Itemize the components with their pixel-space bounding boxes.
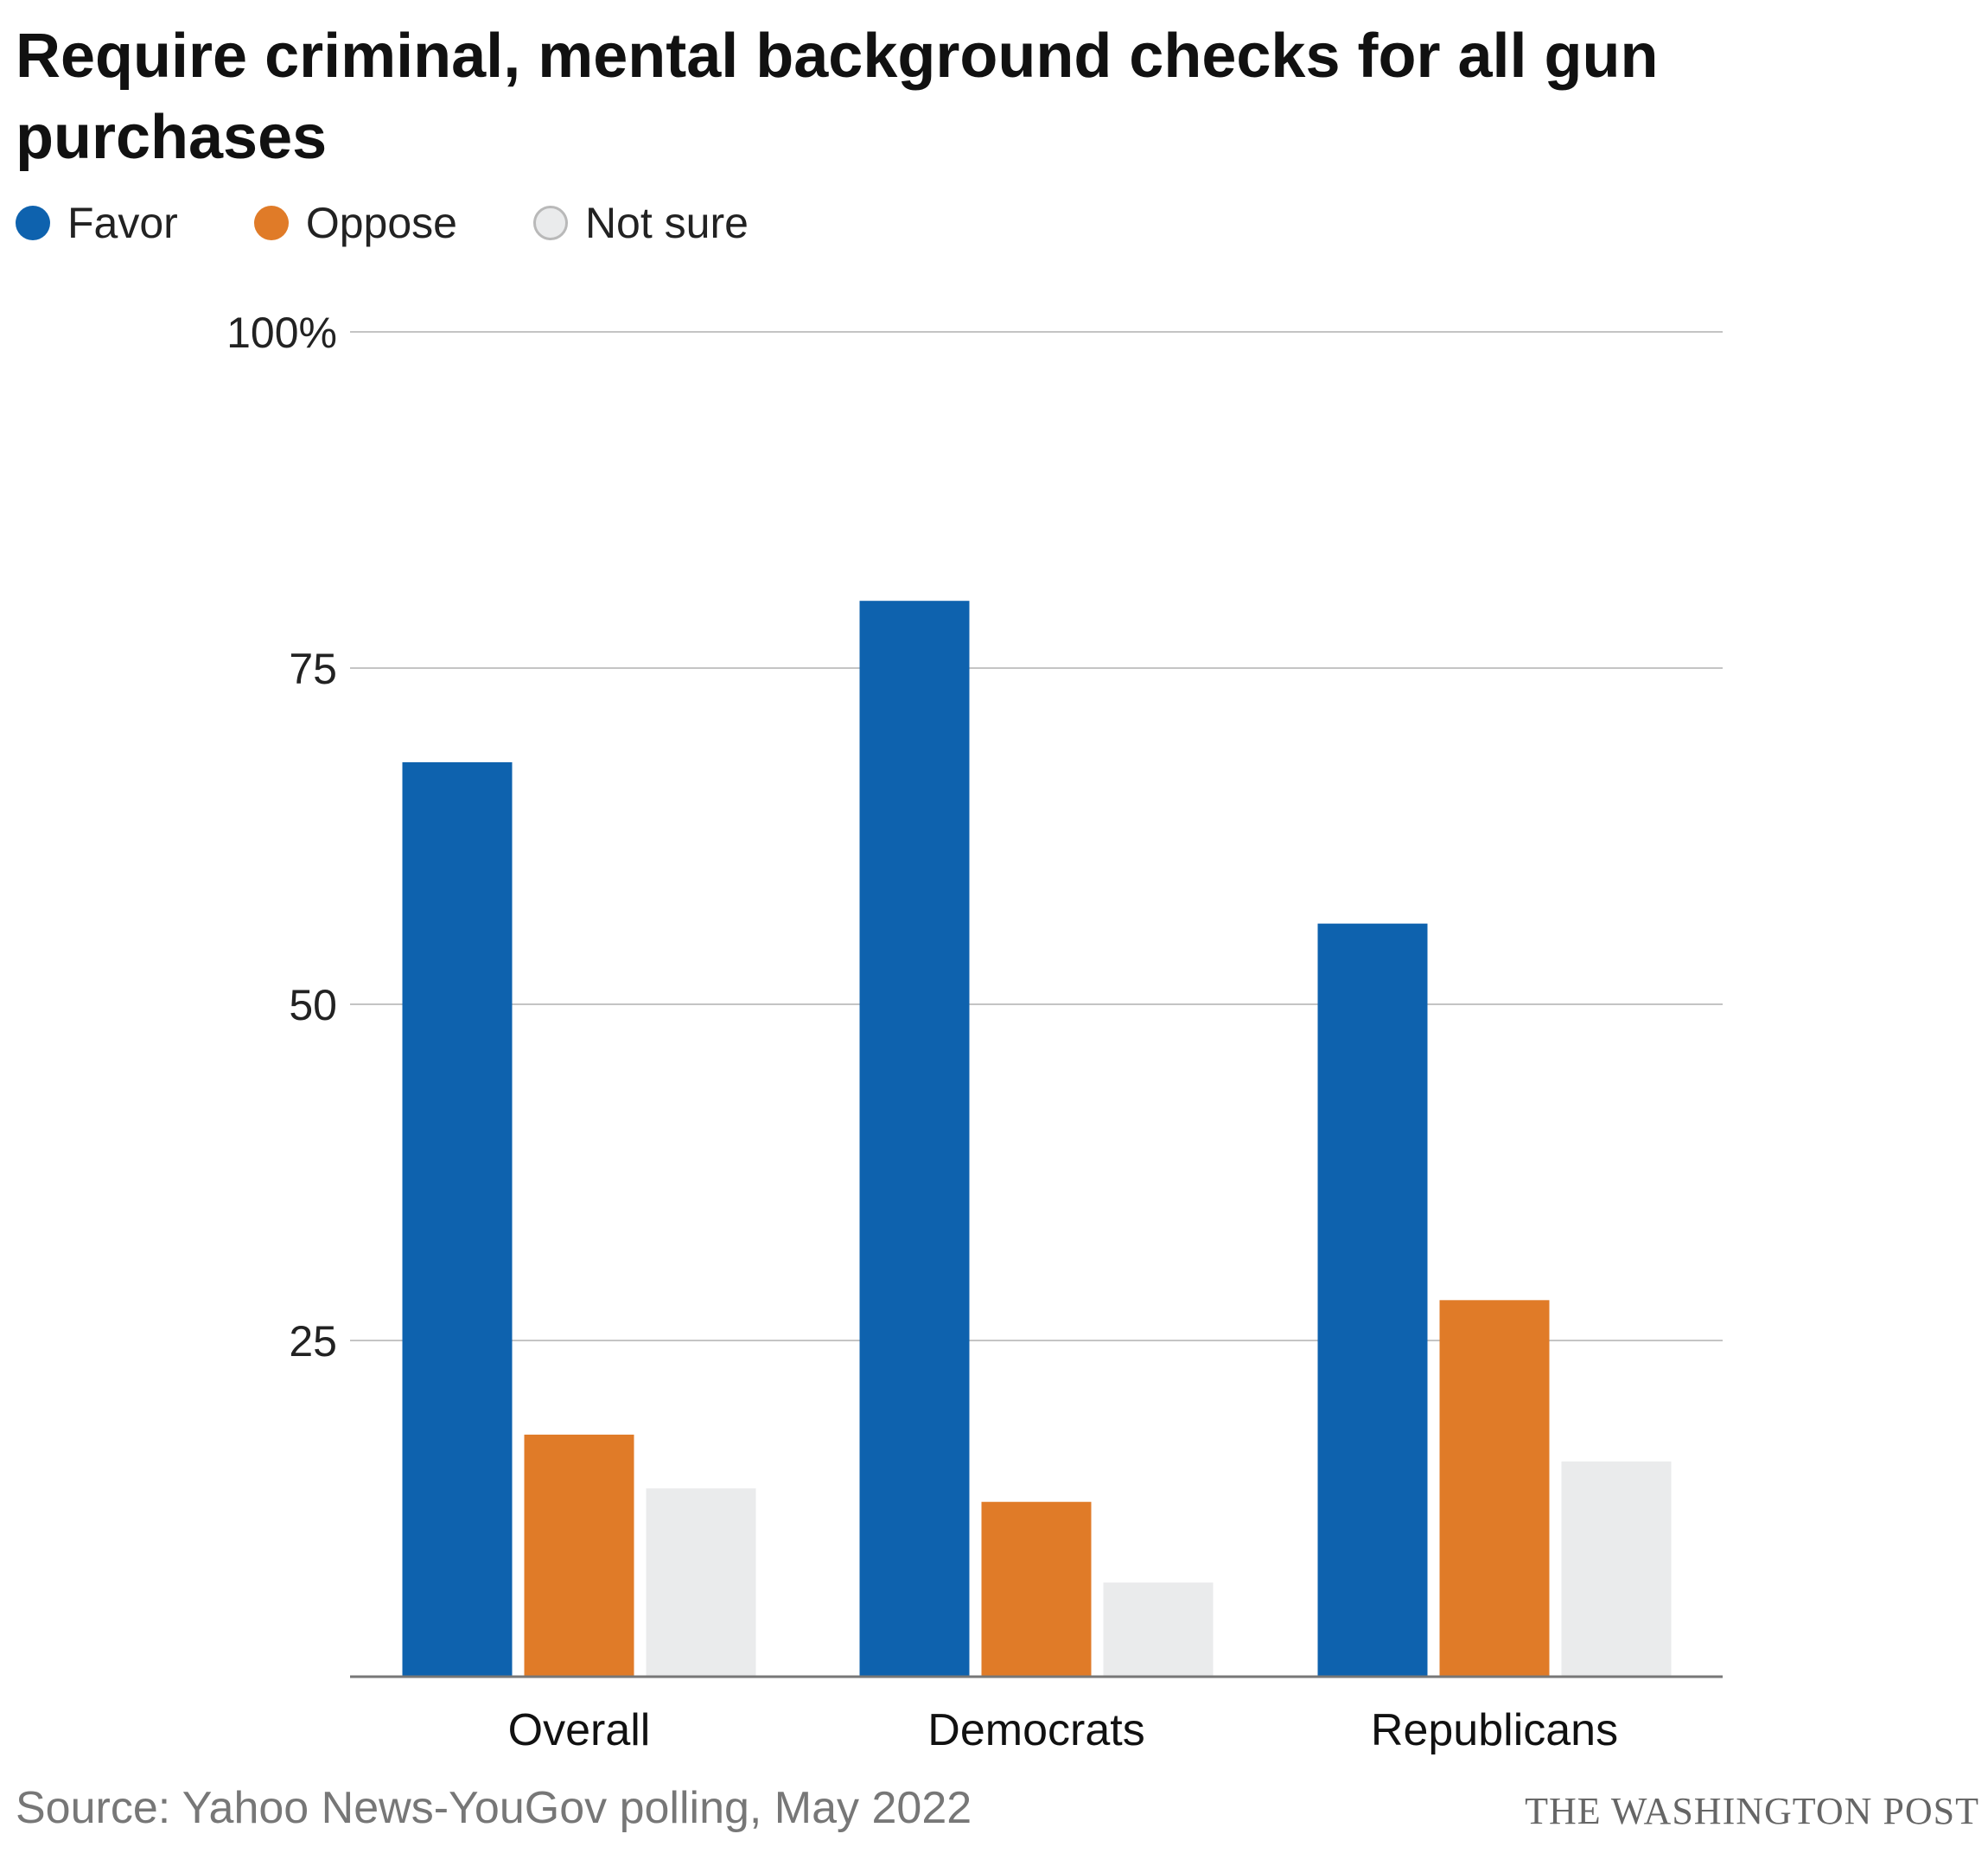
gridlines bbox=[350, 331, 1723, 1341]
chart-title: Require criminal, mental background chec… bbox=[16, 22, 1659, 172]
legend-swatch-not-sure bbox=[532, 206, 568, 240]
y-tick-label: 25 bbox=[289, 1317, 337, 1366]
bar-favor-overall bbox=[402, 761, 513, 1678]
bar-favor-republicans bbox=[1317, 923, 1428, 1677]
bars bbox=[402, 601, 1672, 1678]
bar-oppose-democrats bbox=[981, 1501, 1092, 1677]
y-tick-label: 75 bbox=[289, 645, 337, 693]
bar-favor-democrats bbox=[859, 601, 970, 1678]
legend-swatch-favor bbox=[16, 206, 50, 240]
y-tick-label: 50 bbox=[289, 981, 337, 1029]
bar-oppose-overall bbox=[524, 1434, 634, 1677]
x-tick-label: Republicans bbox=[1371, 1705, 1618, 1755]
bar-chart: 25 50 75 100% Overall Democrats Republicans bbox=[226, 309, 1723, 1755]
legend-item-oppose: Oppose bbox=[253, 198, 457, 248]
legend: Favor Oppose Not sure bbox=[16, 197, 825, 249]
x-tick-label: Democrats bbox=[927, 1705, 1144, 1755]
bar-oppose-republicans bbox=[1439, 1300, 1550, 1677]
legend-swatch-oppose bbox=[253, 206, 289, 240]
legend-label-oppose: Oppose bbox=[305, 199, 457, 247]
axes: 25 50 75 100% Overall Democrats Republicans bbox=[226, 309, 1723, 1755]
bar-not-sure-democrats bbox=[1103, 1582, 1214, 1677]
legend-label-not-sure: Not sure bbox=[584, 199, 749, 247]
bar-not-sure-republicans bbox=[1561, 1461, 1672, 1677]
source-note: Source: Yahoo News-YouGov polling, May 2… bbox=[16, 1783, 972, 1833]
legend-item-favor: Favor bbox=[16, 198, 178, 248]
bar-not-sure-overall bbox=[646, 1488, 756, 1677]
legend-item-not-sure: Not sure bbox=[532, 198, 749, 248]
legend-label-favor: Favor bbox=[67, 199, 178, 247]
publisher-credit: THE WASHINGTON POST bbox=[1525, 1790, 1979, 1832]
x-tick-label: Overall bbox=[508, 1705, 651, 1755]
y-tick-label: 100% bbox=[226, 309, 337, 357]
